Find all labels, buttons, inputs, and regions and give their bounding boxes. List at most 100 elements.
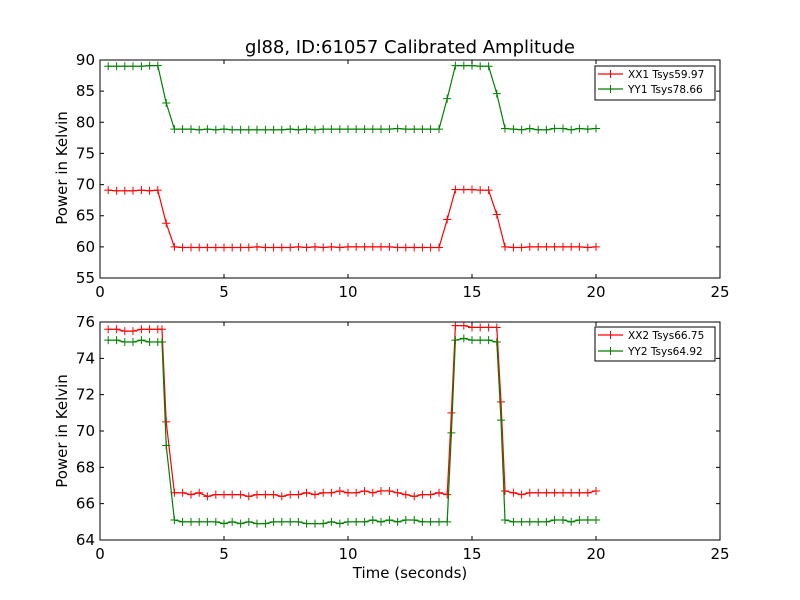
bottom-data-point-yy2 xyxy=(393,517,402,526)
bottom-plot: 0 5 10 15 20 25 64 66 68 70 72 74 76 xyxy=(76,313,730,563)
top-data-point-yy1 xyxy=(137,62,146,71)
top-data-point-yy1 xyxy=(145,61,154,70)
top-data-point-yy1 xyxy=(187,125,196,134)
top-data-point-yy1 xyxy=(252,125,261,134)
bottom-data-point-yy2 xyxy=(592,516,600,525)
top-data-point-yy1 xyxy=(195,125,204,134)
top-data-point-xx1 xyxy=(319,243,328,252)
bottom-data-point-yy2 xyxy=(302,519,311,528)
bottom-y-tick-label: 66 xyxy=(76,495,95,513)
bottom-x-axis-label: Time (seconds) xyxy=(352,564,468,582)
bottom-x-tick-label: 15 xyxy=(462,545,481,563)
top-data-point-xx1 xyxy=(228,243,237,252)
bottom-data-point-xx2 xyxy=(592,486,600,495)
bottom-data-point-yy2 xyxy=(220,519,228,528)
bottom-data-point-yy2 xyxy=(211,517,220,526)
top-data-point-xx1 xyxy=(352,242,361,251)
top-data-point-xx1 xyxy=(509,243,518,252)
top-y-tick-label: 70 xyxy=(76,176,95,194)
top-data-point-yy1 xyxy=(459,61,468,70)
legend-marker-xx1 xyxy=(606,70,615,78)
top-data-point-xx1 xyxy=(269,243,278,252)
top-data-point-xx1 xyxy=(500,242,509,251)
top-data-point-xx1 xyxy=(170,242,179,251)
bottom-data-point-xx2 xyxy=(376,486,385,495)
bottom-data-point-yy2 xyxy=(500,516,509,525)
top-data-point-xx1 xyxy=(236,243,245,252)
bottom-data-point-yy2 xyxy=(426,517,435,526)
bottom-data-point-yy2 xyxy=(459,334,468,343)
bottom-data-point-yy2 xyxy=(344,517,352,526)
bottom-y-tick-label: 72 xyxy=(76,386,95,404)
top-data-point-yy1 xyxy=(435,125,444,134)
bottom-data-point-yy2 xyxy=(352,517,361,526)
top-data-point-yy1 xyxy=(484,62,493,71)
bottom-data-point-xx2 xyxy=(525,488,534,497)
bottom-data-point-yy2 xyxy=(335,519,344,528)
bottom-data-point-xx2 xyxy=(302,488,311,497)
top-plot-frame xyxy=(99,59,721,279)
top-data-point-xx1 xyxy=(459,185,468,194)
bottom-data-point-xx2 xyxy=(128,327,137,336)
top-y-tick-label: 85 xyxy=(76,82,95,100)
top-data-point-yy1 xyxy=(327,125,336,134)
bottom-data-point-yy2 xyxy=(497,416,506,425)
bottom-data-point-yy2 xyxy=(158,337,166,346)
bottom-data-point-yy2 xyxy=(252,519,261,528)
top-data-point-yy1 xyxy=(220,125,228,134)
bottom-y-tick-label: 68 xyxy=(76,458,95,476)
bottom-data-point-xx2 xyxy=(517,490,526,499)
bottom-data-point-xx2 xyxy=(459,321,468,330)
bottom-data-point-yy2 xyxy=(187,517,196,526)
top-data-point-xx1 xyxy=(145,186,154,195)
top-data-point-yy1 xyxy=(492,89,501,98)
bottom-data-point-yy2 xyxy=(228,517,237,526)
bottom-data-point-yy2 xyxy=(534,517,543,526)
bottom-data-point-yy2 xyxy=(550,516,559,525)
top-data-point-xx1 xyxy=(211,243,220,252)
bottom-data-point-xx2 xyxy=(368,488,377,497)
bottom-data-point-xx2 xyxy=(236,490,245,499)
legend-marker-xx2 xyxy=(606,331,615,339)
bottom-data-point-xx2 xyxy=(187,490,196,499)
top-data-point-xx1 xyxy=(410,243,419,252)
top-data-point-yy1 xyxy=(517,125,526,134)
top-data-point-xx1 xyxy=(517,243,526,252)
top-data-point-yy1 xyxy=(525,124,534,133)
bottom-data-point-yy2 xyxy=(447,428,456,437)
top-plot: 0 5 10 15 20 25 55 60 65 70 75 80 85 90 xyxy=(76,51,730,301)
bottom-data-point-yy2 xyxy=(269,517,278,526)
bottom-data-point-yy2 xyxy=(178,517,187,526)
bottom-data-point-yy2 xyxy=(435,517,444,526)
top-data-point-yy1 xyxy=(418,125,427,134)
top-data-point-yy1 xyxy=(319,125,328,134)
top-x-tick-label: 0 xyxy=(95,283,105,301)
top-data-point-xx1 xyxy=(153,186,162,195)
bottom-data-point-yy2 xyxy=(261,519,270,528)
top-data-point-yy1 xyxy=(228,125,237,134)
bottom-data-point-yy2 xyxy=(195,517,204,526)
top-data-point-yy1 xyxy=(550,124,559,133)
top-data-point-xx1 xyxy=(294,242,303,251)
bottom-data-point-yy2 xyxy=(492,337,501,346)
bottom-data-point-xx2 xyxy=(435,488,444,497)
top-data-point-yy1 xyxy=(451,61,460,70)
top-data-point-xx1 xyxy=(120,186,129,195)
top-data-point-xx1 xyxy=(112,186,121,195)
bottom-x-tick-label: 5 xyxy=(219,545,229,563)
bottom-data-point-xx2 xyxy=(327,488,336,497)
top-data-point-yy1 xyxy=(592,124,600,133)
bottom-data-point-xx2 xyxy=(583,488,592,497)
bottom-data-point-yy2 xyxy=(525,517,534,526)
bottom-data-point-xx2 xyxy=(244,492,253,501)
top-y-tick-label: 65 xyxy=(76,207,95,225)
bottom-data-point-yy2 xyxy=(484,336,493,345)
bottom-data-point-yy2 xyxy=(567,517,576,526)
bottom-x-tick-label: 20 xyxy=(586,545,605,563)
top-data-point-xx1 xyxy=(327,242,336,251)
bottom-data-point-yy2 xyxy=(368,516,377,525)
bottom-data-point-yy2 xyxy=(401,516,410,525)
bottom-data-point-yy2 xyxy=(236,519,245,528)
bottom-data-point-xx2 xyxy=(294,490,303,499)
